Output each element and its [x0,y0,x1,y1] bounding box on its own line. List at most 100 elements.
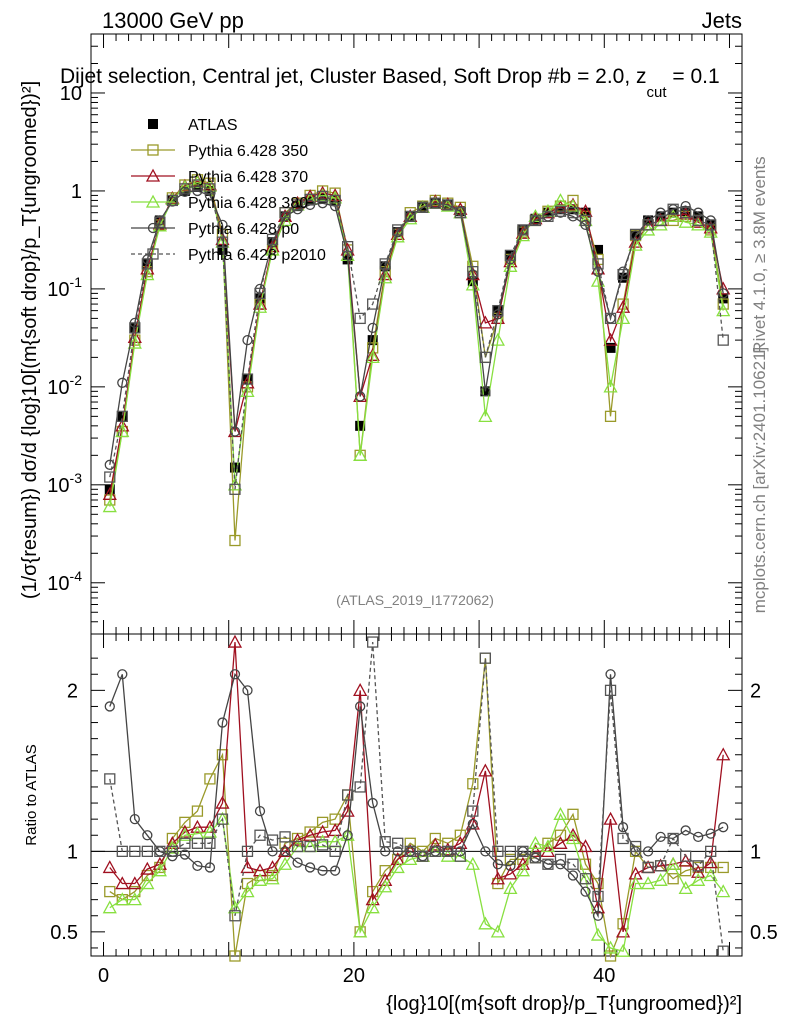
data-point-pythia-6-428-350 [204,773,216,785]
data-point-pythia-6-428-p0 [480,386,491,397]
data-point-pythia-6-428-380 [678,214,693,228]
data-point-pythia-6-428-p2010 [629,228,642,241]
data-point-pythia-6-428-380 [653,217,668,231]
data-point-pythia-6-428-p2010 [567,858,579,870]
data-point-pythia-6-428-370 [540,843,556,857]
data-point-pythia-6-428-370 [428,194,443,208]
data-point-pythia-6-428-370 [490,871,505,885]
data-point-pythia-6-428-p2010 [642,219,654,231]
data-point-atlas [292,201,303,212]
y-tick-label-main: 10-2 [47,372,82,399]
data-point-pythia-6-428-380 [478,408,493,422]
data-point-pythia-6-428-370 [215,795,230,809]
data-point-pythia-6-428-p2010 [191,837,204,849]
data-point-atlas [555,204,566,215]
data-point-pythia-6-428-p2010 [579,873,592,885]
data-point-pythia-6-428-p2010 [467,265,479,278]
x-axis-title: {log}10[(m{soft drop}/p_T{ungroomed})²] [386,993,742,1015]
data-point-pythia-6-428-380 [227,900,243,914]
data-point-pythia-6-428-p2010 [667,203,679,215]
legend-label-pythia-6-428-370: Pythia 6.428 370 [188,169,308,186]
data-point-pythia-6-428-p0 [292,857,303,868]
data-point-pythia-6-428-p2010 [341,789,354,801]
data-point-pythia-6-428-p2010 [316,190,329,203]
data-point-atlas [367,335,378,346]
data-point-pythia-6-428-p2010 [104,471,116,483]
legend-marker-pythia-6-428-p2010 [147,248,159,260]
data-point-pythia-6-428-p2010 [467,805,479,817]
data-point-pythia-6-428-p0 [317,198,328,209]
data-point-pythia-6-428-350 [404,837,416,849]
data-point-pythia-6-428-p0 [355,701,366,712]
data-point-pythia-6-428-380 [553,806,568,820]
data-point-pythia-6-428-380 [440,198,455,212]
data-point-pythia-6-428-370 [678,206,693,220]
data-point-pythia-6-428-p0 [705,828,716,839]
data-point-pythia-6-428-p2010 [542,210,554,223]
data-point-pythia-6-428-p2010 [592,258,604,270]
data-point-pythia-6-428-p2010 [291,199,304,211]
data-point-pythia-6-428-350 [104,885,116,898]
data-point-pythia-6-428-p0 [342,830,353,841]
data-point-pythia-6-428-350 [241,877,254,890]
data-point-pythia-6-428-370 [503,866,518,880]
data-point-pythia-6-428-p0 [605,669,616,680]
data-point-pythia-6-428-380 [390,860,405,874]
data-point-pythia-6-428-350 [279,837,291,849]
data-point-pythia-6-428-p2010 [429,845,441,857]
data-point-pythia-6-428-370 [190,819,205,833]
legend-entry-pythia-6-428-p2010: Pythia 6.428 p2010 [131,247,326,264]
data-point-pythia-6-428-p2010 [166,845,179,857]
y-tick-label-main: 10 [60,83,82,105]
data-point-pythia-6-428-p2010 [367,636,379,648]
data-point-pythia-6-428-380 [102,499,117,513]
data-point-pythia-6-428-p2010 [529,852,542,864]
data-point-pythia-6-428-350 [216,749,229,761]
data-point-pythia-6-428-p2010 [592,890,604,903]
data-point-pythia-6-428-p2010 [617,268,629,281]
data-point-pythia-6-428-p0 [117,669,128,680]
data-point-pythia-6-428-p2010 [329,194,341,207]
series-line-pythia-6-428-p0 [109,672,724,919]
data-point-pythia-6-428-370 [227,634,243,648]
data-point-pythia-6-428-380 [528,835,543,849]
data-point-pythia-6-428-p2010 [542,858,554,870]
data-point-atlas [355,420,366,431]
data-point-pythia-6-428-370 [140,861,155,875]
y-tick-label-ratio-right: 1 [750,841,761,863]
data-point-pythia-6-428-p2010 [654,214,667,227]
analysis-id: (ATLAS_2019_I1772062) [336,592,494,608]
data-point-pythia-6-428-380 [653,872,668,886]
data-point-pythia-6-428-p0 [680,825,691,836]
data-point-pythia-6-428-350 [429,832,441,845]
data-point-pythia-6-428-370 [378,872,393,886]
data-point-atlas [467,276,478,287]
data-point-pythia-6-428-p0 [192,860,203,871]
legend-label-atlas: ATLAS [188,117,238,134]
y-tick-label-ratio-right: 0.5 [750,922,778,944]
legend-marker-pythia-6-428-p0 [147,222,159,234]
data-point-pythia-6-428-380 [265,871,280,885]
data-point-pythia-6-428-370 [615,924,631,938]
data-point-pythia-6-428-p2010 [667,832,679,845]
data-point-pythia-6-428-p2010 [479,652,492,664]
data-point-pythia-6-428-380 [691,217,706,231]
data-point-pythia-6-428-380 [440,848,455,862]
data-point-pythia-6-428-p0 [267,846,278,857]
data-point-pythia-6-428-380 [152,863,167,877]
data-point-pythia-6-428-380 [515,863,531,877]
data-point-pythia-6-428-350 [442,837,454,849]
data-point-pythia-6-428-p0 [304,862,316,873]
data-point-pythia-6-428-p2010 [104,773,116,785]
data-point-pythia-6-428-380 [565,831,581,845]
data-point-pythia-6-428-380 [615,311,631,325]
data-point-pythia-6-428-370 [691,864,706,878]
data-point-pythia-6-428-380 [703,868,718,882]
data-point-pythia-6-428-p2010 [654,860,667,872]
data-point-pythia-6-428-p2010 [379,836,391,848]
data-point-pythia-6-428-p2010 [316,839,329,851]
y-tick-label-ratio: 2 [67,680,78,702]
legend-label-pythia-6-428-350: Pythia 6.428 350 [188,143,308,160]
data-point-pythia-6-428-p2010 [166,194,179,207]
